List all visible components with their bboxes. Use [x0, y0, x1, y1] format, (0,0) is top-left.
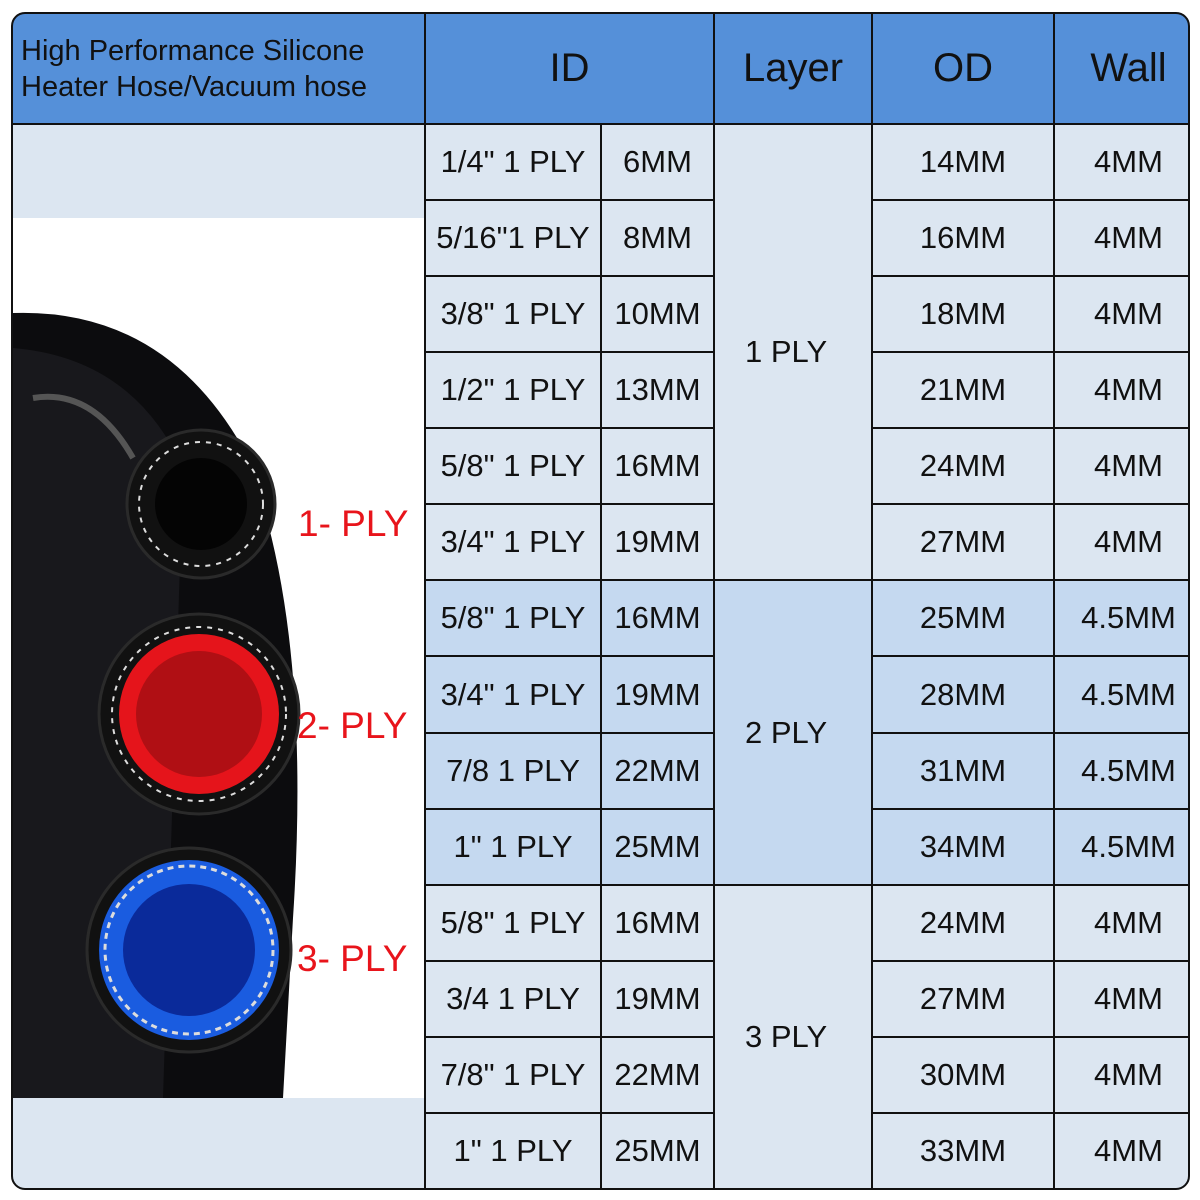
size-cell: 3/4 1 PLY — [426, 961, 600, 1036]
header-od: OD — [873, 14, 1053, 123]
od-cell: 14MM — [873, 125, 1053, 200]
id-mm-cell: 22MM — [602, 733, 713, 808]
title-line-2: Heater Hose/Vacuum hose — [21, 70, 368, 103]
wall-cell: 4MM — [1055, 961, 1188, 1036]
od-cell: 27MM — [873, 961, 1053, 1036]
wall-cell: 4.5MM — [1055, 809, 1188, 884]
title-line-1: High Performance Silicone — [21, 34, 365, 67]
wall-cell: 4MM — [1055, 125, 1188, 200]
size-cell: 3/8" 1 PLY — [426, 277, 600, 352]
layer-cell: 3 PLY — [715, 885, 871, 1188]
label-3-ply: 3- PLY — [297, 938, 408, 979]
size-cell: 5/8" 1 PLY — [426, 429, 600, 504]
od-cell: 34MM — [873, 809, 1053, 884]
layer-cell: 2 PLY — [715, 581, 871, 884]
od-cell: 21MM — [873, 353, 1053, 428]
hose-illustration — [13, 218, 424, 1098]
size-cell: 1/4" 1 PLY — [426, 125, 600, 200]
wall-cell: 4MM — [1055, 429, 1188, 504]
id-mm-cell: 16MM — [602, 581, 713, 656]
id-mm-cell: 13MM — [602, 353, 713, 428]
od-cell: 31MM — [873, 733, 1053, 808]
wall-cell: 4MM — [1055, 505, 1188, 580]
size-cell: 3/4" 1 PLY — [426, 657, 600, 732]
id-mm-cell: 22MM — [602, 1037, 713, 1112]
hose-size-table: High Performance Silicone Heater Hose/Vac… — [11, 12, 1190, 1190]
header-layer: Layer — [715, 14, 871, 123]
wall-cell: 4.5MM — [1055, 581, 1188, 656]
id-mm-cell: 19MM — [602, 961, 713, 1036]
id-mm-cell: 16MM — [602, 885, 713, 960]
wall-cell: 4.5MM — [1055, 657, 1188, 732]
od-cell: 18MM — [873, 277, 1053, 352]
id-mm-cell: 19MM — [602, 505, 713, 580]
od-cell: 28MM — [873, 657, 1053, 732]
hose-photo: 1- PLY 2- PLY 3- PLY — [13, 125, 424, 1188]
size-cell: 1" 1 PLY — [426, 809, 600, 884]
id-mm-cell: 25MM — [602, 1113, 713, 1188]
wall-cell: 4.5MM — [1055, 733, 1188, 808]
label-1-ply: 1- PLY — [298, 503, 409, 544]
id-mm-cell: 25MM — [602, 809, 713, 884]
wall-cell: 4MM — [1055, 353, 1188, 428]
size-cell: 5/16"1 PLY — [426, 201, 600, 276]
wall-cell: 4MM — [1055, 201, 1188, 276]
od-cell: 24MM — [873, 885, 1053, 960]
layer-cell: 1 PLY — [715, 125, 871, 580]
od-cell: 16MM — [873, 201, 1053, 276]
size-cell: 1" 1 PLY — [426, 1113, 600, 1188]
table-title: High Performance Silicone Heater Hose/Vac… — [13, 14, 424, 123]
size-cell: 5/8" 1 PLY — [426, 581, 600, 656]
header-wall: Wall — [1055, 14, 1188, 123]
wall-cell: 4MM — [1055, 277, 1188, 352]
wall-cell: 4MM — [1055, 885, 1188, 960]
size-cell: 1/2" 1 PLY — [426, 353, 600, 428]
od-cell: 27MM — [873, 505, 1053, 580]
od-cell: 25MM — [873, 581, 1053, 656]
header-id: ID — [426, 14, 713, 123]
id-mm-cell: 6MM — [602, 125, 713, 200]
size-cell: 3/4" 1 PLY — [426, 505, 600, 580]
wall-cell: 4MM — [1055, 1113, 1188, 1188]
id-mm-cell: 19MM — [602, 657, 713, 732]
size-cell: 5/8" 1 PLY — [426, 885, 600, 960]
od-cell: 30MM — [873, 1037, 1053, 1112]
id-mm-cell: 10MM — [602, 277, 713, 352]
od-cell: 24MM — [873, 429, 1053, 504]
od-cell: 33MM — [873, 1113, 1053, 1188]
id-mm-cell: 16MM — [602, 429, 713, 504]
id-mm-cell: 8MM — [602, 201, 713, 276]
size-cell: 7/8" 1 PLY — [426, 1037, 600, 1112]
size-cell: 7/8 1 PLY — [426, 733, 600, 808]
label-2-ply: 2- PLY — [297, 705, 408, 746]
wall-cell: 4MM — [1055, 1037, 1188, 1112]
